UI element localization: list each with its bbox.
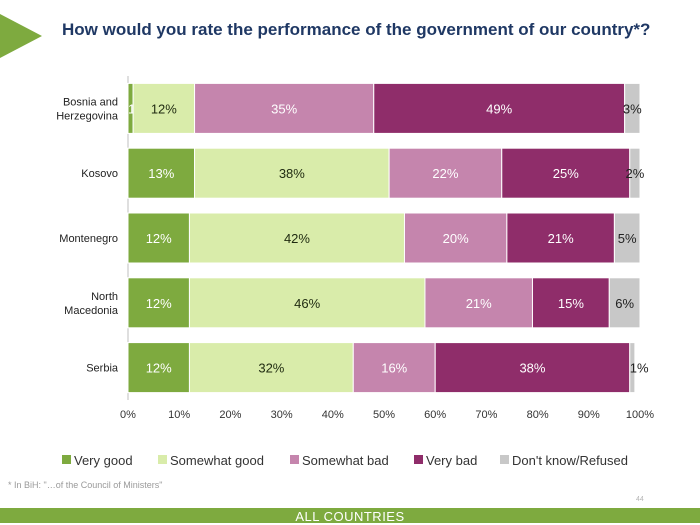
category-label: Montenegro — [59, 233, 118, 245]
bar-segment — [629, 147, 641, 199]
bar-segment — [388, 147, 503, 199]
bar-segment — [434, 342, 631, 394]
x-tick-label: 80% — [527, 409, 549, 421]
category-label: Kosovo — [81, 168, 118, 180]
data-label: 46% — [294, 296, 320, 311]
legend-label: Somewhat bad — [302, 453, 389, 468]
bar-segment — [188, 342, 354, 394]
bar-segment — [352, 342, 436, 394]
legend-swatch — [62, 455, 71, 464]
data-label: 38% — [279, 166, 305, 181]
data-label: 25% — [553, 166, 579, 181]
x-tick-label: 30% — [271, 409, 293, 421]
legend-label: Don't know/Refused — [512, 453, 628, 468]
data-label: 49% — [486, 101, 512, 116]
bar-segment — [624, 82, 641, 134]
x-tick-label: 20% — [219, 409, 241, 421]
data-label: 38% — [519, 361, 545, 376]
bar-segment — [194, 82, 375, 134]
bar-segment — [188, 277, 426, 329]
category-label: North Macedonia — [64, 291, 119, 317]
bar-segment — [501, 147, 631, 199]
bar-segment — [127, 147, 196, 199]
legend-swatch — [414, 455, 423, 464]
data-label: 12% — [146, 361, 172, 376]
legend-label: Very good — [74, 453, 133, 468]
title-arrow-icon — [0, 14, 42, 58]
stacked-bar-chart: 0% 10% 20% 30% 40% 50% 60% 70% 80% 90% 100% Bosnia … — [56, 76, 654, 468]
data-label: 16% — [381, 361, 407, 376]
x-tick-label: 60% — [424, 409, 446, 421]
category-label: Bosnia and Herzegovina — [56, 96, 119, 122]
data-label: 42% — [284, 231, 310, 246]
data-label: 5% — [618, 231, 637, 246]
data-label: 12% — [151, 101, 177, 116]
bar-segment — [127, 342, 190, 394]
x-tick-label: 90% — [578, 409, 600, 421]
bar-segment — [629, 342, 636, 394]
legend-swatch — [290, 455, 299, 464]
legend-label: Somewhat good — [170, 453, 264, 468]
data-label: 22% — [432, 166, 458, 181]
bar-segment — [613, 212, 641, 264]
bar-segment — [188, 212, 405, 264]
footer-banner: ALL COUNTRIES — [0, 508, 700, 524]
x-tick-label: 10% — [168, 409, 190, 421]
bar-segment — [531, 277, 610, 329]
data-label: 6% — [615, 296, 634, 311]
data-label: 21% — [466, 296, 492, 311]
legend-swatch — [158, 455, 167, 464]
data-label: 13% — [148, 166, 174, 181]
footnote: * In BiH: "…of the Council of Ministers" — [8, 480, 163, 490]
x-tick-label: 70% — [475, 409, 497, 421]
legend-label: Very bad — [426, 453, 477, 468]
chart-title: How would you rate the performance of th… — [62, 20, 651, 39]
bar-segment — [506, 212, 615, 264]
x-tick-label: 50% — [373, 409, 395, 421]
bar-segment — [424, 277, 533, 329]
data-label: 2% — [625, 166, 644, 181]
bar-segment — [608, 277, 641, 329]
data-label: 15% — [558, 296, 584, 311]
x-tick-label: 0% — [120, 409, 136, 421]
data-label: 3% — [623, 101, 642, 116]
x-tick-label: 100% — [626, 409, 654, 421]
data-label: 12% — [146, 231, 172, 246]
data-label: 20% — [443, 231, 469, 246]
x-tick-label: 40% — [322, 409, 344, 421]
data-label: 1% — [630, 361, 649, 376]
page-number: 44 — [636, 496, 644, 503]
bar-segment — [373, 82, 626, 134]
legend-swatch — [500, 455, 509, 464]
bar-segment — [127, 277, 190, 329]
bar-segment — [194, 147, 390, 199]
category-label: Serbia — [86, 363, 119, 375]
data-label: 21% — [548, 231, 574, 246]
data-label: 12% — [146, 296, 172, 311]
data-label: 32% — [258, 361, 284, 376]
data-label: 35% — [271, 101, 297, 116]
